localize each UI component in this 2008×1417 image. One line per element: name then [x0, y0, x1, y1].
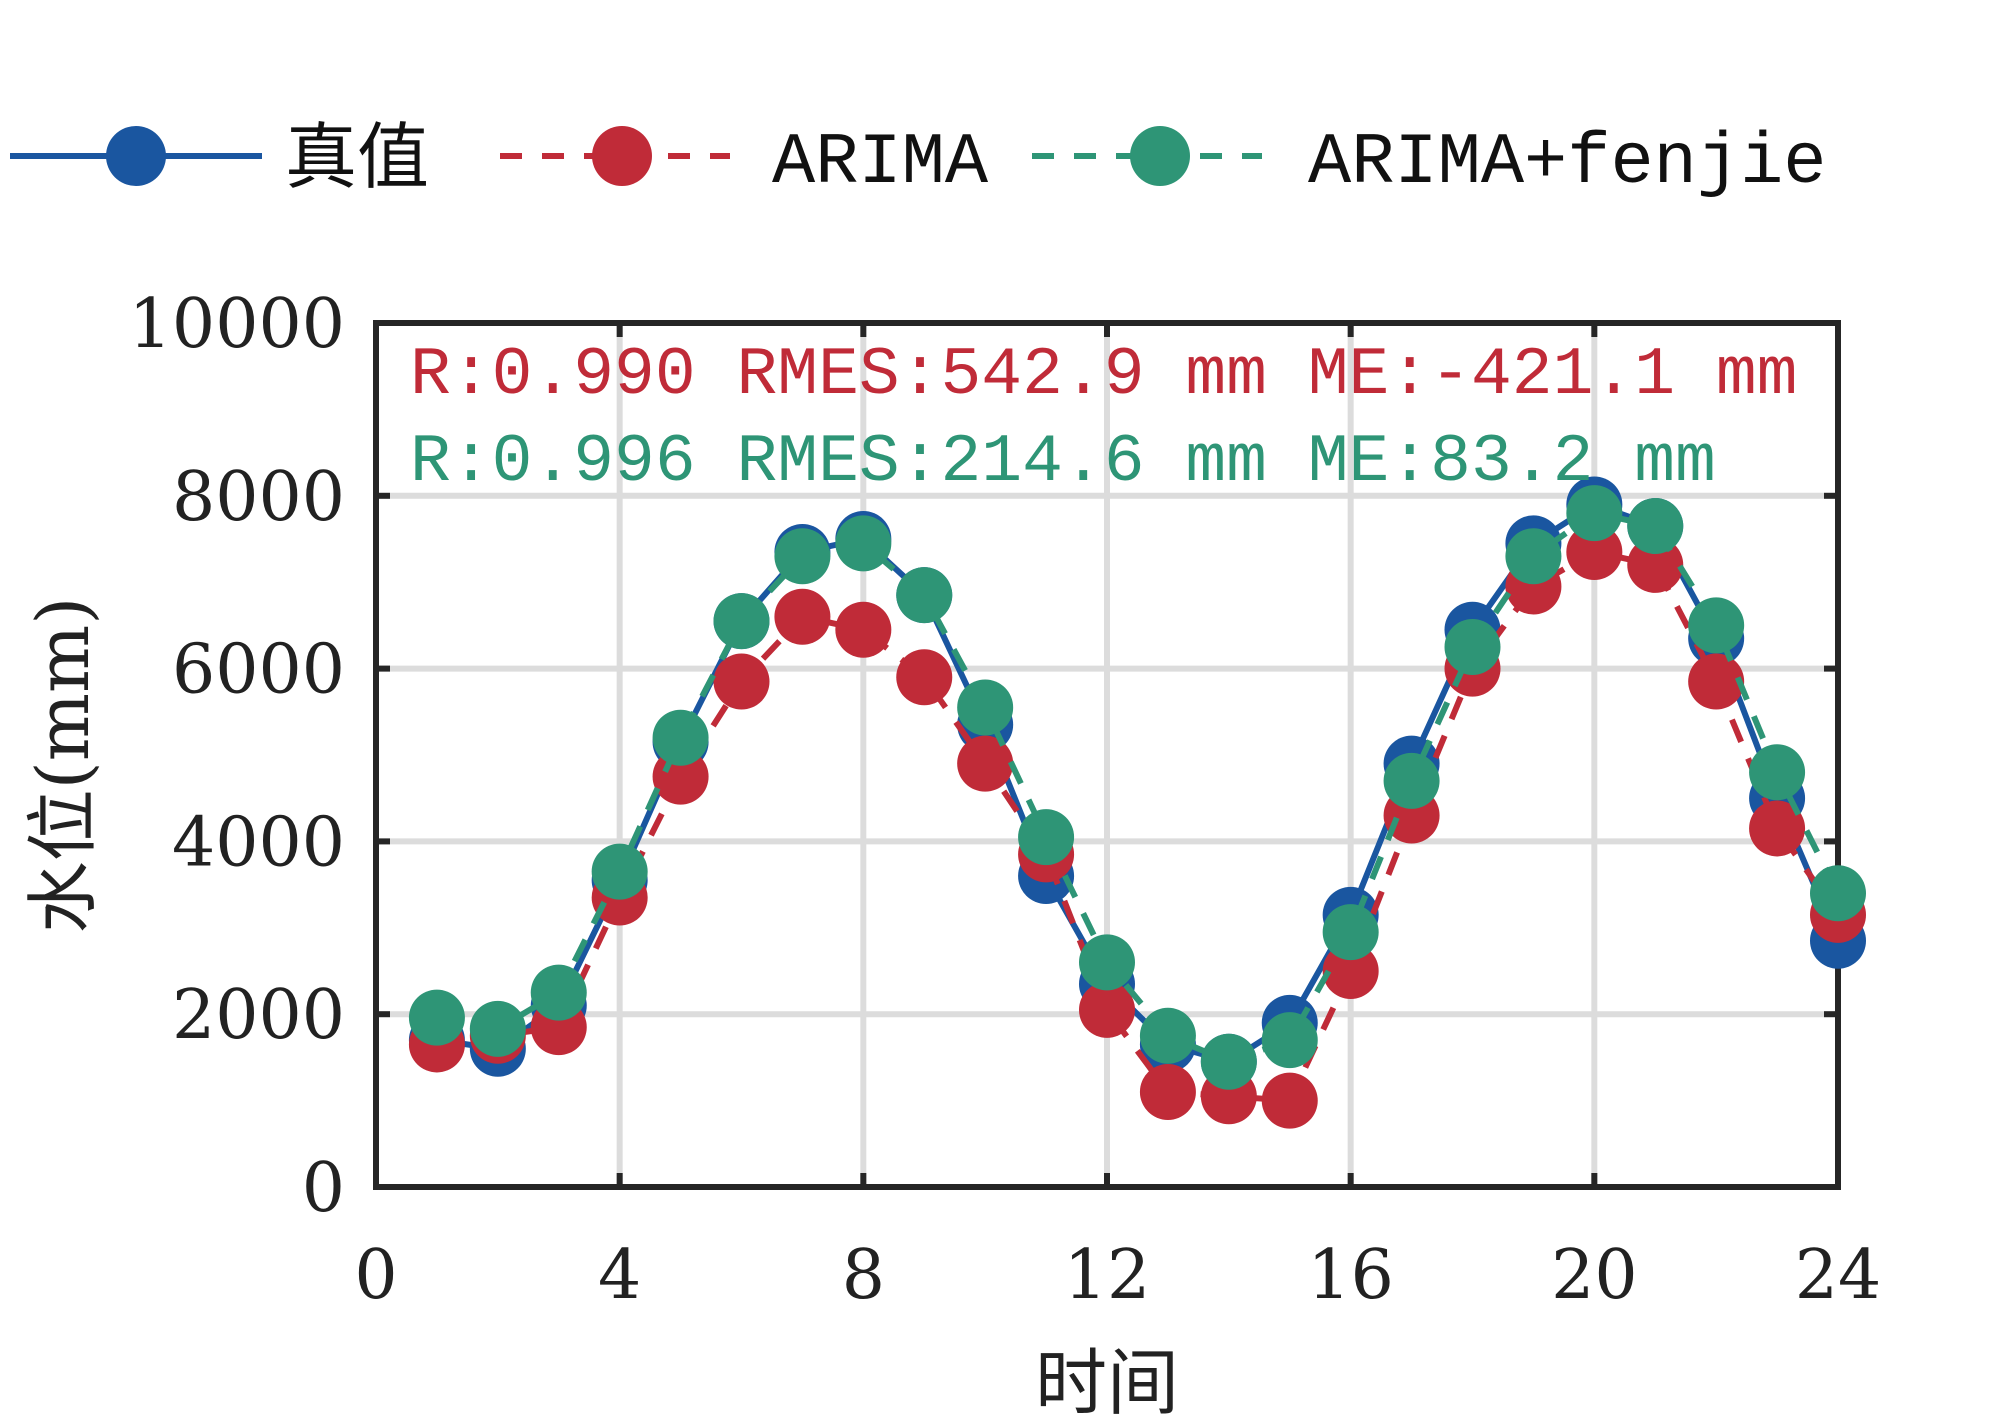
legend-item-true-value: 真值 — [10, 121, 429, 204]
data-point-marker — [1322, 943, 1379, 999]
data-point-marker — [713, 593, 770, 650]
x-tick-label: 24 — [1795, 1236, 1882, 1315]
x-tick-label: 20 — [1551, 1236, 1638, 1315]
data-point-marker — [957, 735, 1014, 792]
x-axis-title: 时间 — [1035, 1341, 1179, 1417]
data-point-marker — [1566, 523, 1623, 580]
axis-ticks — [373, 320, 1841, 1190]
x-tick-label: 16 — [1307, 1236, 1394, 1315]
legend-marker-icon — [1130, 126, 1190, 186]
legend-marker-icon — [592, 126, 652, 186]
data-point-marker — [835, 601, 892, 658]
legend-label: ARIMA — [772, 122, 989, 204]
y-tick-label: 0 — [302, 1149, 345, 1228]
data-point-marker — [469, 1000, 526, 1057]
y-tick-label: 4000 — [172, 803, 345, 882]
y-tick-labels: 0 2000 4000 6000 8000 10000 — [129, 285, 345, 1228]
data-point-marker — [1688, 597, 1745, 654]
data-point-marker — [1079, 981, 1135, 1038]
data-point-marker — [896, 649, 953, 706]
y-tick-label: 6000 — [172, 631, 345, 710]
data-point-marker — [1261, 1072, 1318, 1129]
y-tick-label: 8000 — [172, 458, 345, 537]
data-point-marker — [1749, 800, 1806, 857]
x-tick-label: 4 — [598, 1236, 641, 1315]
y-tick-label: 2000 — [172, 976, 345, 1055]
series-1 — [408, 523, 1866, 1129]
x-tick-labels: 0 4 8 12 16 20 24 — [354, 1236, 1881, 1315]
data-point-marker — [1444, 619, 1501, 675]
data-point-marker — [1139, 1007, 1196, 1064]
data-point-marker — [957, 679, 1014, 736]
data-point-marker — [713, 653, 770, 710]
data-point-marker — [1139, 1063, 1196, 1120]
data-point-marker — [774, 588, 831, 645]
data-point-marker — [774, 528, 831, 585]
fenjie-metrics-annotation: R:0.996 RMES:214.6 mm ME:83.2 mm — [410, 424, 1716, 501]
legend-item-arima-fenjie: ARIMA+fenjie — [1032, 122, 1826, 204]
data-point-marker — [530, 964, 587, 1021]
data-point-marker — [652, 709, 709, 766]
data-point-marker — [1079, 934, 1135, 991]
data-point-marker — [1505, 528, 1562, 585]
data-point-marker — [1810, 865, 1866, 922]
series-line — [436, 501, 1841, 1065]
series-line — [436, 510, 1841, 1065]
data-point-marker — [1200, 1033, 1257, 1090]
legend-marker-icon — [106, 126, 166, 186]
data-point-marker — [408, 989, 465, 1046]
x-tick-label: 0 — [354, 1236, 397, 1315]
data-point-marker — [896, 567, 953, 624]
data-point-marker — [835, 515, 892, 572]
x-tick-label: 12 — [1064, 1236, 1151, 1315]
series-layer — [408, 476, 1866, 1129]
legend-label: 真值 — [285, 121, 429, 204]
data-point-marker — [591, 843, 648, 900]
series-2 — [408, 485, 1866, 1090]
arima-metrics-annotation: R:0.990 RMES:542.9 mm ME:-421.1 mm — [410, 337, 1797, 414]
legend-label: ARIMA+fenjie — [1308, 122, 1826, 204]
legend-item-arima: ARIMA — [500, 122, 989, 204]
legend: 真值 ARIMA ARIMA+fenjie — [10, 121, 1826, 204]
data-point-marker — [1383, 752, 1440, 809]
data-point-marker — [1261, 1012, 1318, 1069]
data-point-marker — [1322, 904, 1379, 961]
data-point-marker — [1688, 653, 1745, 710]
x-tick-label: 8 — [842, 1236, 885, 1315]
data-point-marker — [1018, 809, 1075, 866]
data-point-marker — [1627, 498, 1684, 555]
data-point-marker — [1749, 744, 1806, 801]
y-tick-label: 10000 — [129, 285, 345, 364]
data-point-marker — [1566, 485, 1623, 542]
y-axis-title: 水位(mm) — [21, 597, 105, 934]
